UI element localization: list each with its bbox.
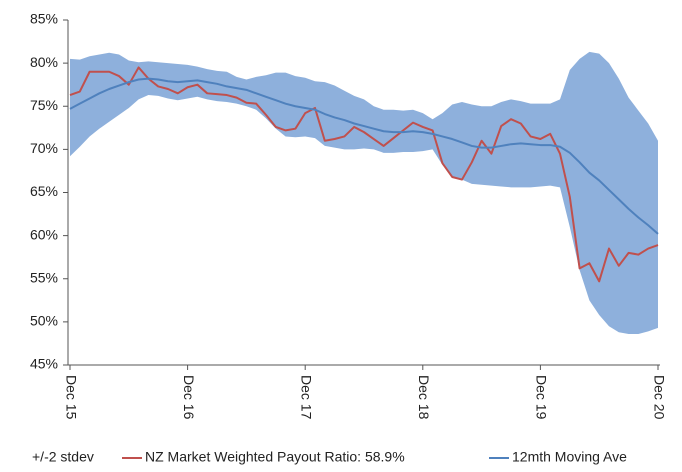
- y-tick-label: 85%: [30, 11, 58, 27]
- x-tick-label: Dec 20: [651, 375, 667, 420]
- y-tick-label: 75%: [30, 97, 58, 113]
- y-tick-label: 70%: [30, 140, 58, 156]
- x-tick-label: Dec 15: [63, 375, 79, 420]
- y-tick-label: 55%: [30, 269, 58, 285]
- y-tick-label: 60%: [30, 226, 58, 242]
- y-tick-label: 65%: [30, 183, 58, 199]
- y-tick-label: 50%: [30, 313, 58, 329]
- y-tick-label: 45%: [30, 356, 58, 372]
- x-tick-label: Dec 17: [298, 375, 314, 420]
- series-line: [69, 66, 659, 283]
- legend-label: +/-2 stdev: [32, 449, 94, 465]
- x-tick-label: Dec 18: [416, 375, 432, 420]
- x-tick-label: Dec 19: [534, 375, 550, 420]
- stdev-band: [70, 51, 658, 334]
- series-line: [69, 77, 659, 235]
- x-tick-label: Dec 16: [181, 375, 197, 420]
- y-tick-label: 80%: [30, 54, 58, 70]
- legend-label: 12mth Moving Ave: [512, 449, 627, 465]
- legend-label: NZ Market Weighted Payout Ratio: 58.9%: [145, 449, 405, 465]
